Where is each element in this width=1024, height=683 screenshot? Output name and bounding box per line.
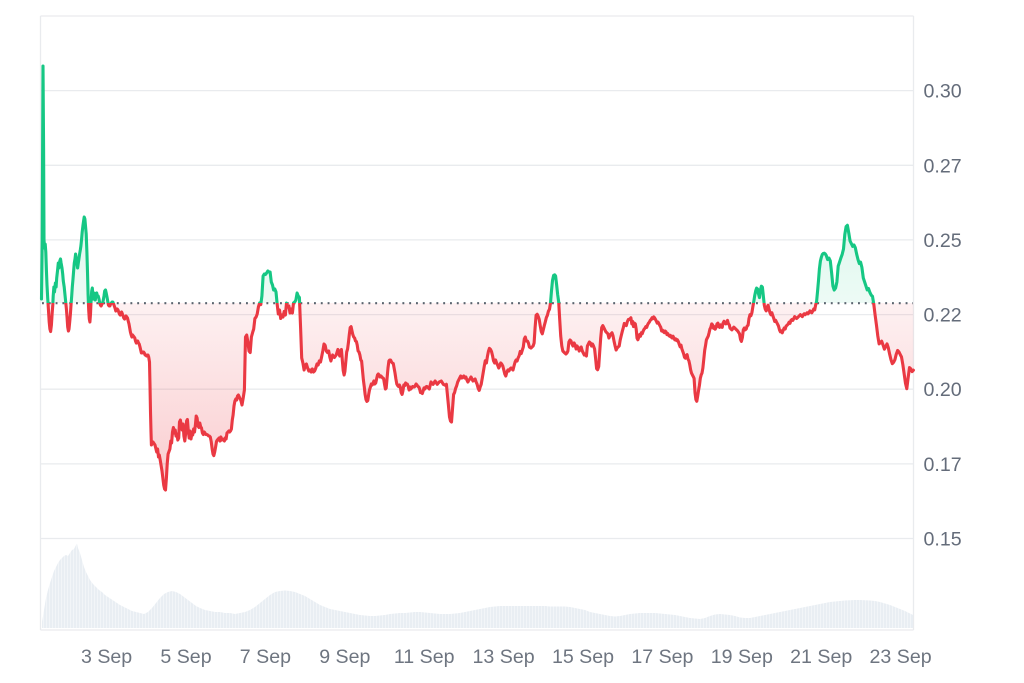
svg-text:13 Sep: 13 Sep [473,646,535,668]
svg-text:0.27: 0.27 [924,155,962,177]
svg-text:0.22: 0.22 [924,305,962,327]
svg-text:21 Sep: 21 Sep [790,646,852,668]
svg-text:0.25: 0.25 [924,230,962,252]
svg-text:0.30: 0.30 [924,81,962,103]
svg-text:0.20: 0.20 [924,379,962,401]
svg-text:0.15: 0.15 [924,529,962,551]
svg-text:7 Sep: 7 Sep [240,646,291,668]
svg-text:3 Sep: 3 Sep [81,646,132,668]
svg-text:5 Sep: 5 Sep [160,646,211,668]
svg-text:15 Sep: 15 Sep [552,646,614,668]
svg-text:9 Sep: 9 Sep [319,646,370,668]
svg-text:11 Sep: 11 Sep [394,646,455,668]
svg-text:19 Sep: 19 Sep [711,646,773,668]
svg-text:17 Sep: 17 Sep [631,646,693,668]
svg-text:23 Sep: 23 Sep [870,646,932,668]
svg-text:0.17: 0.17 [924,454,962,476]
